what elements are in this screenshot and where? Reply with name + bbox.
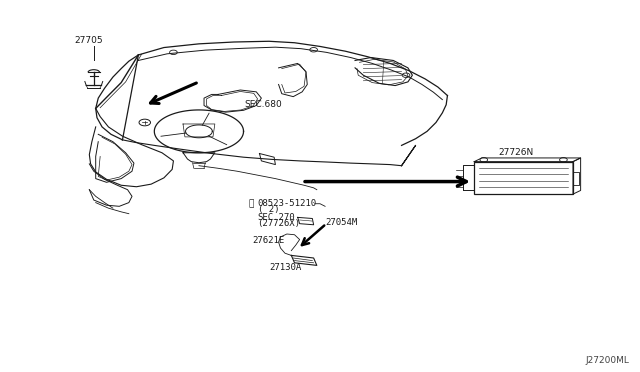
Text: SEC.270: SEC.270 — [257, 213, 295, 222]
Text: (27726X): (27726X) — [257, 219, 301, 228]
Text: 27705: 27705 — [75, 36, 103, 45]
Text: 27054M: 27054M — [325, 218, 357, 227]
Text: 27130A: 27130A — [269, 263, 301, 272]
Text: 08523-51210: 08523-51210 — [257, 199, 317, 208]
Text: SEC.680: SEC.680 — [245, 100, 282, 109]
Text: J27200ML: J27200ML — [585, 356, 629, 365]
Text: 27726N: 27726N — [499, 148, 534, 157]
Bar — [474, 161, 573, 194]
Text: ( 2): ( 2) — [257, 205, 279, 215]
Text: Ⓢ: Ⓢ — [248, 199, 254, 208]
Text: 27621E: 27621E — [252, 236, 284, 245]
